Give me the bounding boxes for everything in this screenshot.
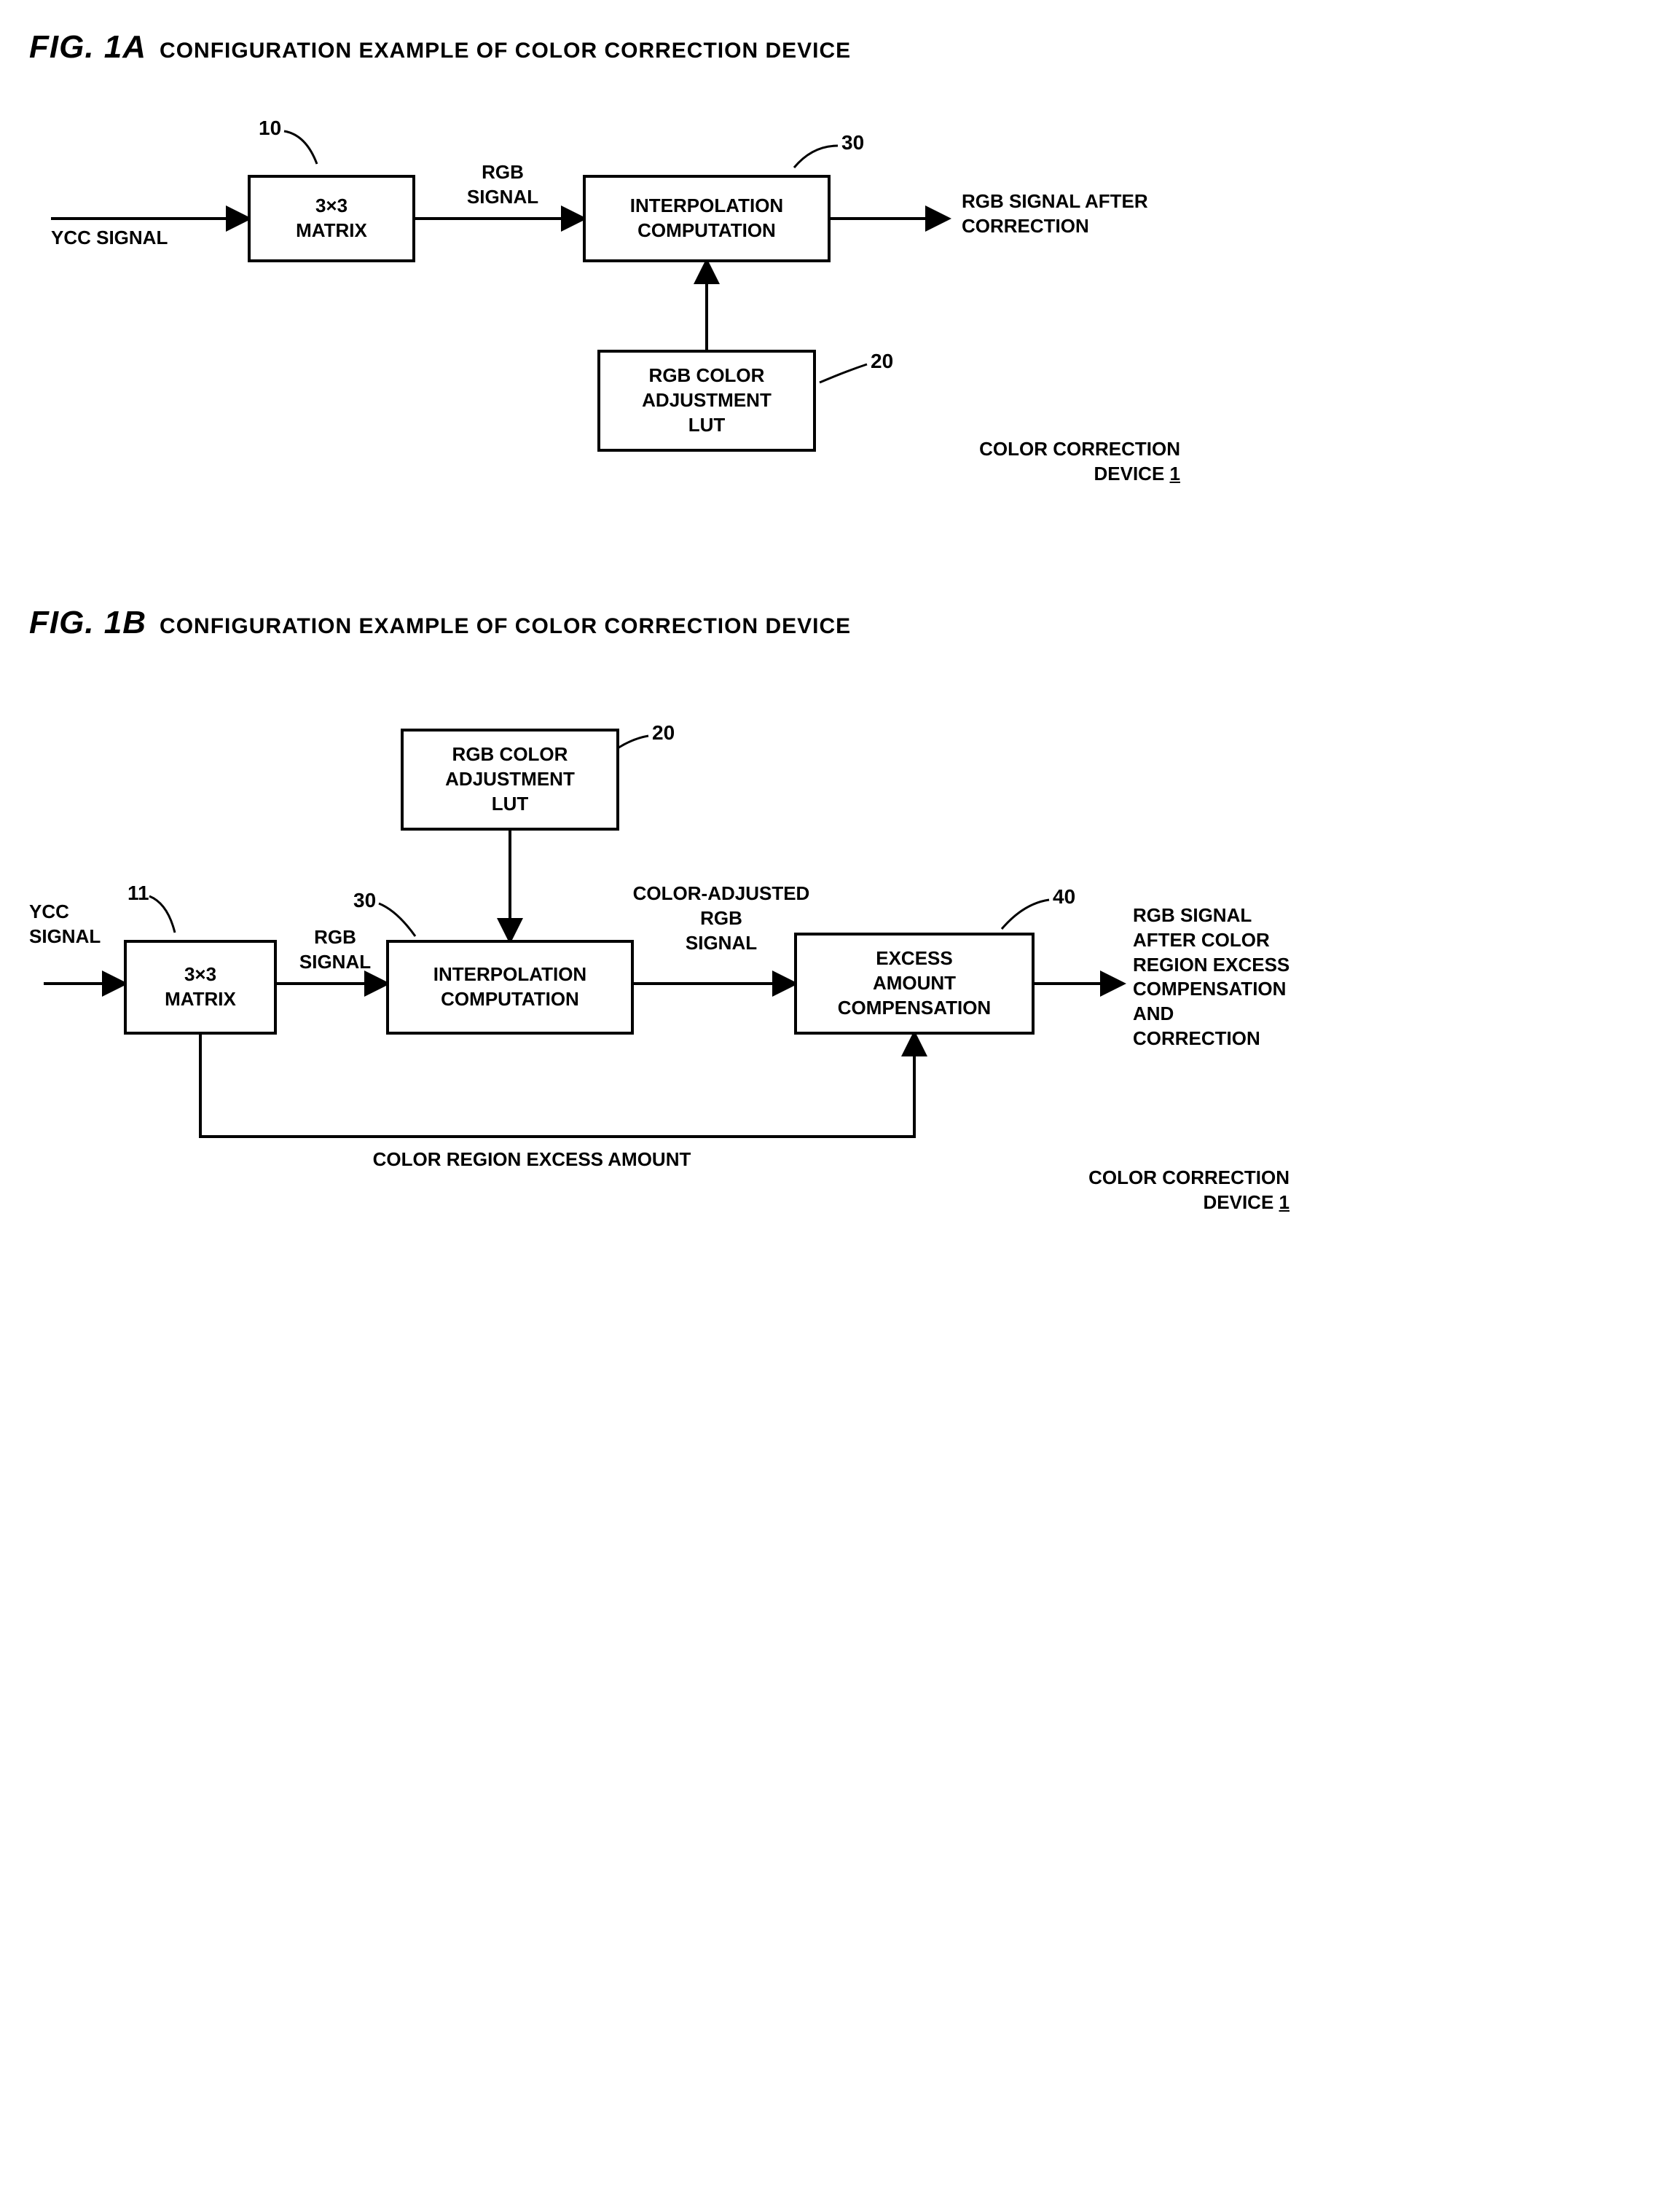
fig-1a-ref-10: 10 [259, 117, 281, 140]
fig-1a-label: FIG. 1A [29, 29, 146, 66]
fig-1a-lut-box: RGB COLORADJUSTMENTLUT [597, 350, 816, 452]
fig-1a-interp-box: INTERPOLATIONCOMPUTATION [583, 175, 831, 262]
fig-1b-ref-30: 30 [353, 889, 376, 912]
fig-1b-title: CONFIGURATION EXAMPLE OF COLOR CORRECTIO… [160, 614, 851, 639]
fig-1a-rgb-label: RGBSIGNAL [444, 160, 561, 210]
fig-1a-device-num: 1 [1170, 463, 1180, 485]
figure-1b: FIG. 1B CONFIGURATION EXAMPLE OF COLOR C… [29, 605, 1651, 1268]
fig-1a-output-label: RGB SIGNAL AFTERCORRECTION [962, 189, 1268, 239]
fig-1a-device-text: COLOR CORRECTIONDEVICE [979, 438, 1180, 485]
fig-1b-header: FIG. 1B CONFIGURATION EXAMPLE OF COLOR C… [29, 605, 1651, 641]
fig-1a-title: CONFIGURATION EXAMPLE OF COLOR CORRECTIO… [160, 39, 851, 63]
fig-1b-rgb-label: RGBSIGNAL [284, 925, 386, 975]
fig-1b-ref-11: 11 [127, 882, 149, 905]
fig-1a-device-label: COLOR CORRECTIONDEVICE 1 [867, 437, 1180, 487]
fig-1a-input-label: YCC SIGNAL [51, 226, 168, 251]
fig-1a-ref-20: 20 [871, 350, 893, 373]
fig-1b-diagram: YCCSIGNAL RGBSIGNAL COLOR-ADJUSTEDRGBSIG… [29, 670, 1651, 1268]
fig-1b-input-label: YCCSIGNAL [29, 900, 117, 949]
fig-1b-lut-box: RGB COLORADJUSTMENTLUT [401, 729, 619, 831]
fig-1a-ref-30: 30 [841, 131, 864, 154]
fig-1a-diagram: YCC SIGNAL RGBSIGNAL RGB SIGNAL AFTERCOR… [29, 95, 1651, 546]
fig-1b-ref-40: 40 [1053, 885, 1075, 909]
fig-1b-excess-box: EXCESSAMOUNTCOMPENSATION [794, 933, 1035, 1035]
fig-1b-interp-box: INTERPOLATIONCOMPUTATION [386, 940, 634, 1035]
figure-1a: FIG. 1A CONFIGURATION EXAMPLE OF COLOR C… [29, 29, 1651, 546]
fig-1b-device-num: 1 [1279, 1191, 1290, 1213]
fig-1b-label: FIG. 1B [29, 605, 146, 641]
fig-1b-coloradj-label: COLOR-ADJUSTEDRGBSIGNAL [619, 882, 823, 955]
fig-1b-device-text: COLOR CORRECTIONDEVICE [1088, 1166, 1290, 1213]
fig-1b-device-label: COLOR CORRECTIONDEVICE 1 [976, 1166, 1290, 1215]
fig-1a-header: FIG. 1A CONFIGURATION EXAMPLE OF COLOR C… [29, 29, 1651, 66]
fig-1b-matrix-box: 3×3MATRIX [124, 940, 277, 1035]
fig-1b-output-label: RGB SIGNALAFTER COLORREGION EXCESSCOMPEN… [1133, 903, 1395, 1051]
fig-1a-matrix-box: 3×3MATRIX [248, 175, 415, 262]
fig-1b-excess-label: COLOR REGION EXCESS AMOUNT [270, 1148, 794, 1172]
fig-1b-ref-20: 20 [652, 721, 675, 745]
